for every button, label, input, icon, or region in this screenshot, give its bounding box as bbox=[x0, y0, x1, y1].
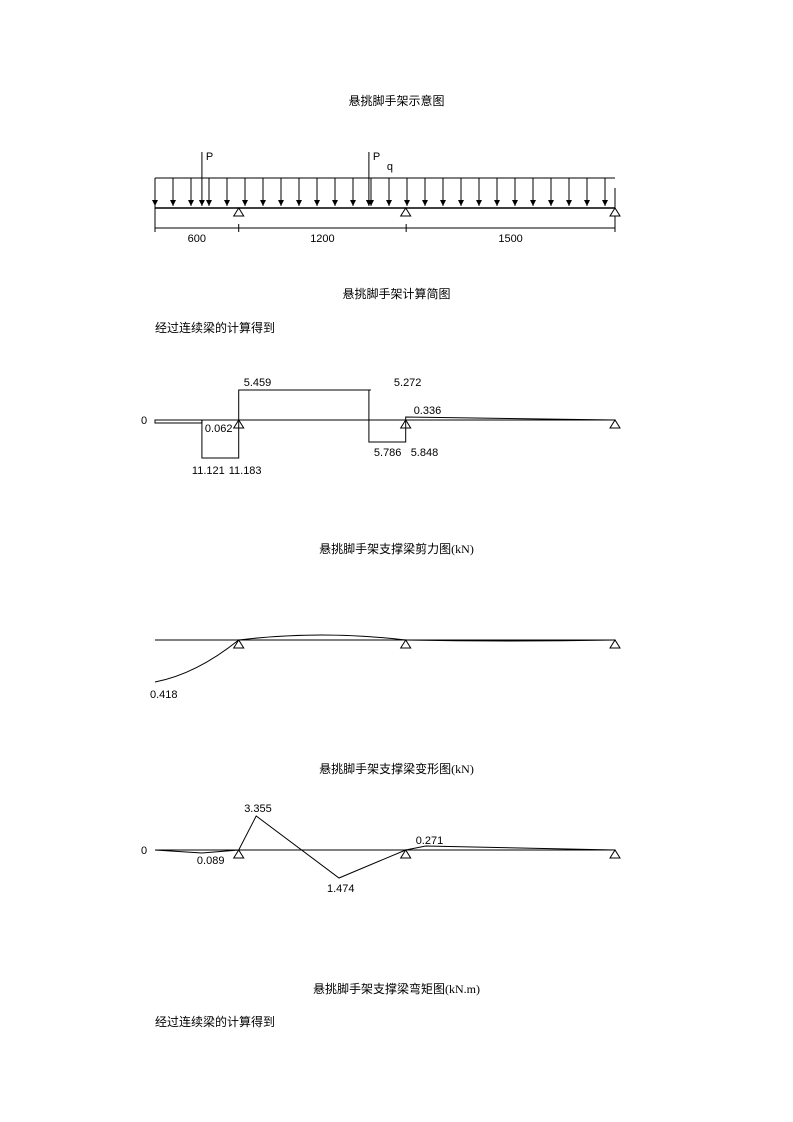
svg-text:5.848: 5.848 bbox=[411, 447, 439, 459]
svg-text:0.418: 0.418 bbox=[150, 689, 178, 701]
svg-text:3.355: 3.355 bbox=[244, 803, 272, 815]
svg-text:1200: 1200 bbox=[310, 233, 334, 245]
svg-text:0.089: 0.089 bbox=[197, 855, 225, 867]
page: 悬挑脚手架示意图 悬挑脚手架计算简图 经过连续梁的计算得到 悬挑脚手架支撑梁剪力… bbox=[0, 0, 793, 1122]
svg-text:0: 0 bbox=[141, 845, 147, 857]
svg-text:0.271: 0.271 bbox=[416, 835, 444, 847]
svg-text:5.459: 5.459 bbox=[244, 377, 272, 389]
svg-text:1.474: 1.474 bbox=[327, 883, 355, 895]
svg-text:11.183: 11.183 bbox=[229, 465, 262, 477]
diagrams-svg: P Pq 600 1200 1500 0 0.062 11.121 11.183 5.459 5.7… bbox=[0, 0, 793, 1122]
svg-text:0: 0 bbox=[141, 415, 147, 427]
svg-text:P: P bbox=[373, 151, 380, 163]
svg-text:5.272: 5.272 bbox=[394, 377, 422, 389]
svg-text:600: 600 bbox=[188, 233, 206, 245]
svg-text:5.786: 5.786 bbox=[374, 447, 402, 459]
svg-text:0.062: 0.062 bbox=[205, 423, 233, 435]
svg-text:11.121: 11.121 bbox=[192, 465, 225, 477]
svg-text:0.336: 0.336 bbox=[414, 405, 442, 417]
svg-text:q: q bbox=[387, 161, 393, 173]
svg-text:1500: 1500 bbox=[498, 233, 522, 245]
svg-text:P: P bbox=[206, 151, 213, 163]
